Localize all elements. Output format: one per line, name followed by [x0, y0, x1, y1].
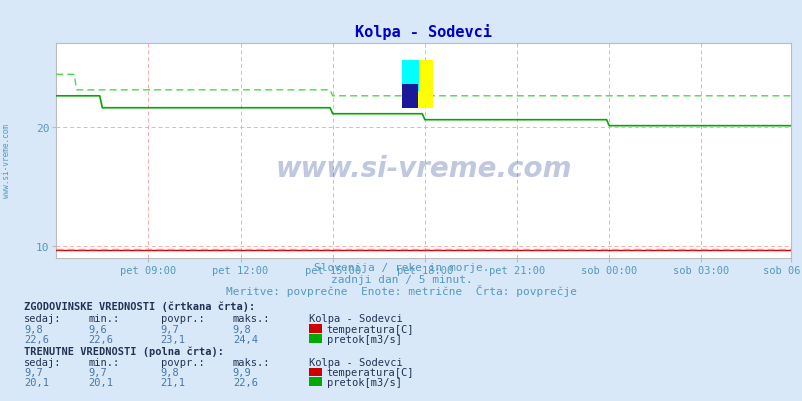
Text: 22,6: 22,6	[88, 334, 113, 344]
Text: Slovenija / reke in morje.: Slovenija / reke in morje.	[314, 263, 488, 273]
Text: www.si-vreme.com: www.si-vreme.com	[2, 124, 11, 197]
Text: TRENUTNE VREDNOSTI (polna črta):: TRENUTNE VREDNOSTI (polna črta):	[24, 345, 224, 356]
Text: 9,6: 9,6	[88, 324, 107, 334]
Text: zadnji dan / 5 minut.: zadnji dan / 5 minut.	[330, 275, 472, 285]
Title: Kolpa - Sodevci: Kolpa - Sodevci	[354, 24, 492, 40]
Text: 24,4: 24,4	[233, 334, 257, 344]
Bar	[402, 85, 417, 108]
Text: 9,7: 9,7	[24, 367, 43, 377]
Bar	[402, 61, 432, 108]
Text: ZGODOVINSKE VREDNOSTI (črtkana črta):: ZGODOVINSKE VREDNOSTI (črtkana črta):	[24, 301, 255, 312]
Text: 22,6: 22,6	[233, 377, 257, 387]
Text: 9,9: 9,9	[233, 367, 251, 377]
Text: 23,1: 23,1	[160, 334, 185, 344]
Text: pretok[m3/s]: pretok[m3/s]	[326, 377, 401, 387]
Text: 9,8: 9,8	[24, 324, 43, 334]
Text: 9,7: 9,7	[160, 324, 179, 334]
Text: 9,8: 9,8	[233, 324, 251, 334]
Text: sedaj:: sedaj:	[24, 357, 62, 367]
Text: min.:: min.:	[88, 357, 119, 367]
Text: maks.:: maks.:	[233, 357, 270, 367]
Text: 9,7: 9,7	[88, 367, 107, 377]
Text: Kolpa - Sodevci: Kolpa - Sodevci	[309, 314, 403, 324]
Text: sedaj:: sedaj:	[24, 314, 62, 324]
Text: 20,1: 20,1	[24, 377, 49, 387]
Text: pretok[m3/s]: pretok[m3/s]	[326, 334, 401, 344]
Text: temperatura[C]: temperatura[C]	[326, 367, 414, 377]
Text: maks.:: maks.:	[233, 314, 270, 324]
Text: Meritve: povprečne  Enote: metrične  Črta: povprečje: Meritve: povprečne Enote: metrične Črta:…	[225, 285, 577, 297]
Text: 22,6: 22,6	[24, 334, 49, 344]
Text: www.si-vreme.com: www.si-vreme.com	[275, 154, 571, 182]
Text: min.:: min.:	[88, 314, 119, 324]
Text: temperatura[C]: temperatura[C]	[326, 324, 414, 334]
Text: 9,8: 9,8	[160, 367, 179, 377]
Text: 21,1: 21,1	[160, 377, 185, 387]
Bar	[402, 61, 419, 92]
Text: 20,1: 20,1	[88, 377, 113, 387]
Text: povpr.:: povpr.:	[160, 357, 204, 367]
Text: povpr.:: povpr.:	[160, 314, 204, 324]
Text: Kolpa - Sodevci: Kolpa - Sodevci	[309, 357, 403, 367]
